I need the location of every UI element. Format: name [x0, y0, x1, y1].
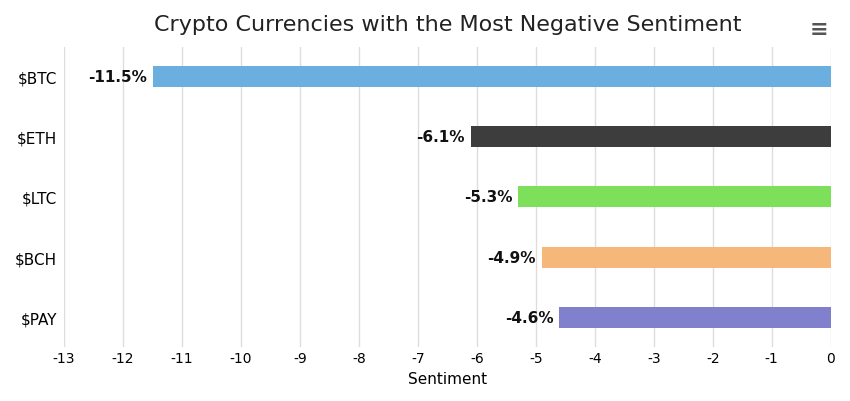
- X-axis label: Sentiment: Sentiment: [408, 371, 487, 386]
- Text: -6.1%: -6.1%: [416, 130, 465, 145]
- Text: -11.5%: -11.5%: [88, 70, 146, 85]
- Bar: [518, 187, 830, 208]
- Text: -5.3%: -5.3%: [464, 190, 513, 205]
- Bar: [471, 127, 830, 148]
- Title: Crypto Currencies with the Most Negative Sentiment: Crypto Currencies with the Most Negative…: [154, 15, 741, 35]
- Text: -4.6%: -4.6%: [505, 310, 553, 325]
- Text: -4.9%: -4.9%: [487, 250, 536, 265]
- Bar: [541, 247, 830, 268]
- Text: ≡: ≡: [810, 20, 829, 40]
- Bar: [152, 67, 830, 88]
- Bar: [559, 307, 830, 328]
